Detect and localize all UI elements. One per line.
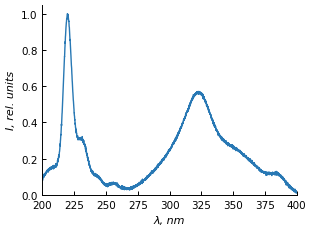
- Y-axis label: I, rel. units: I, rel. units: [6, 71, 16, 130]
- X-axis label: λ, nm: λ, nm: [154, 216, 185, 225]
